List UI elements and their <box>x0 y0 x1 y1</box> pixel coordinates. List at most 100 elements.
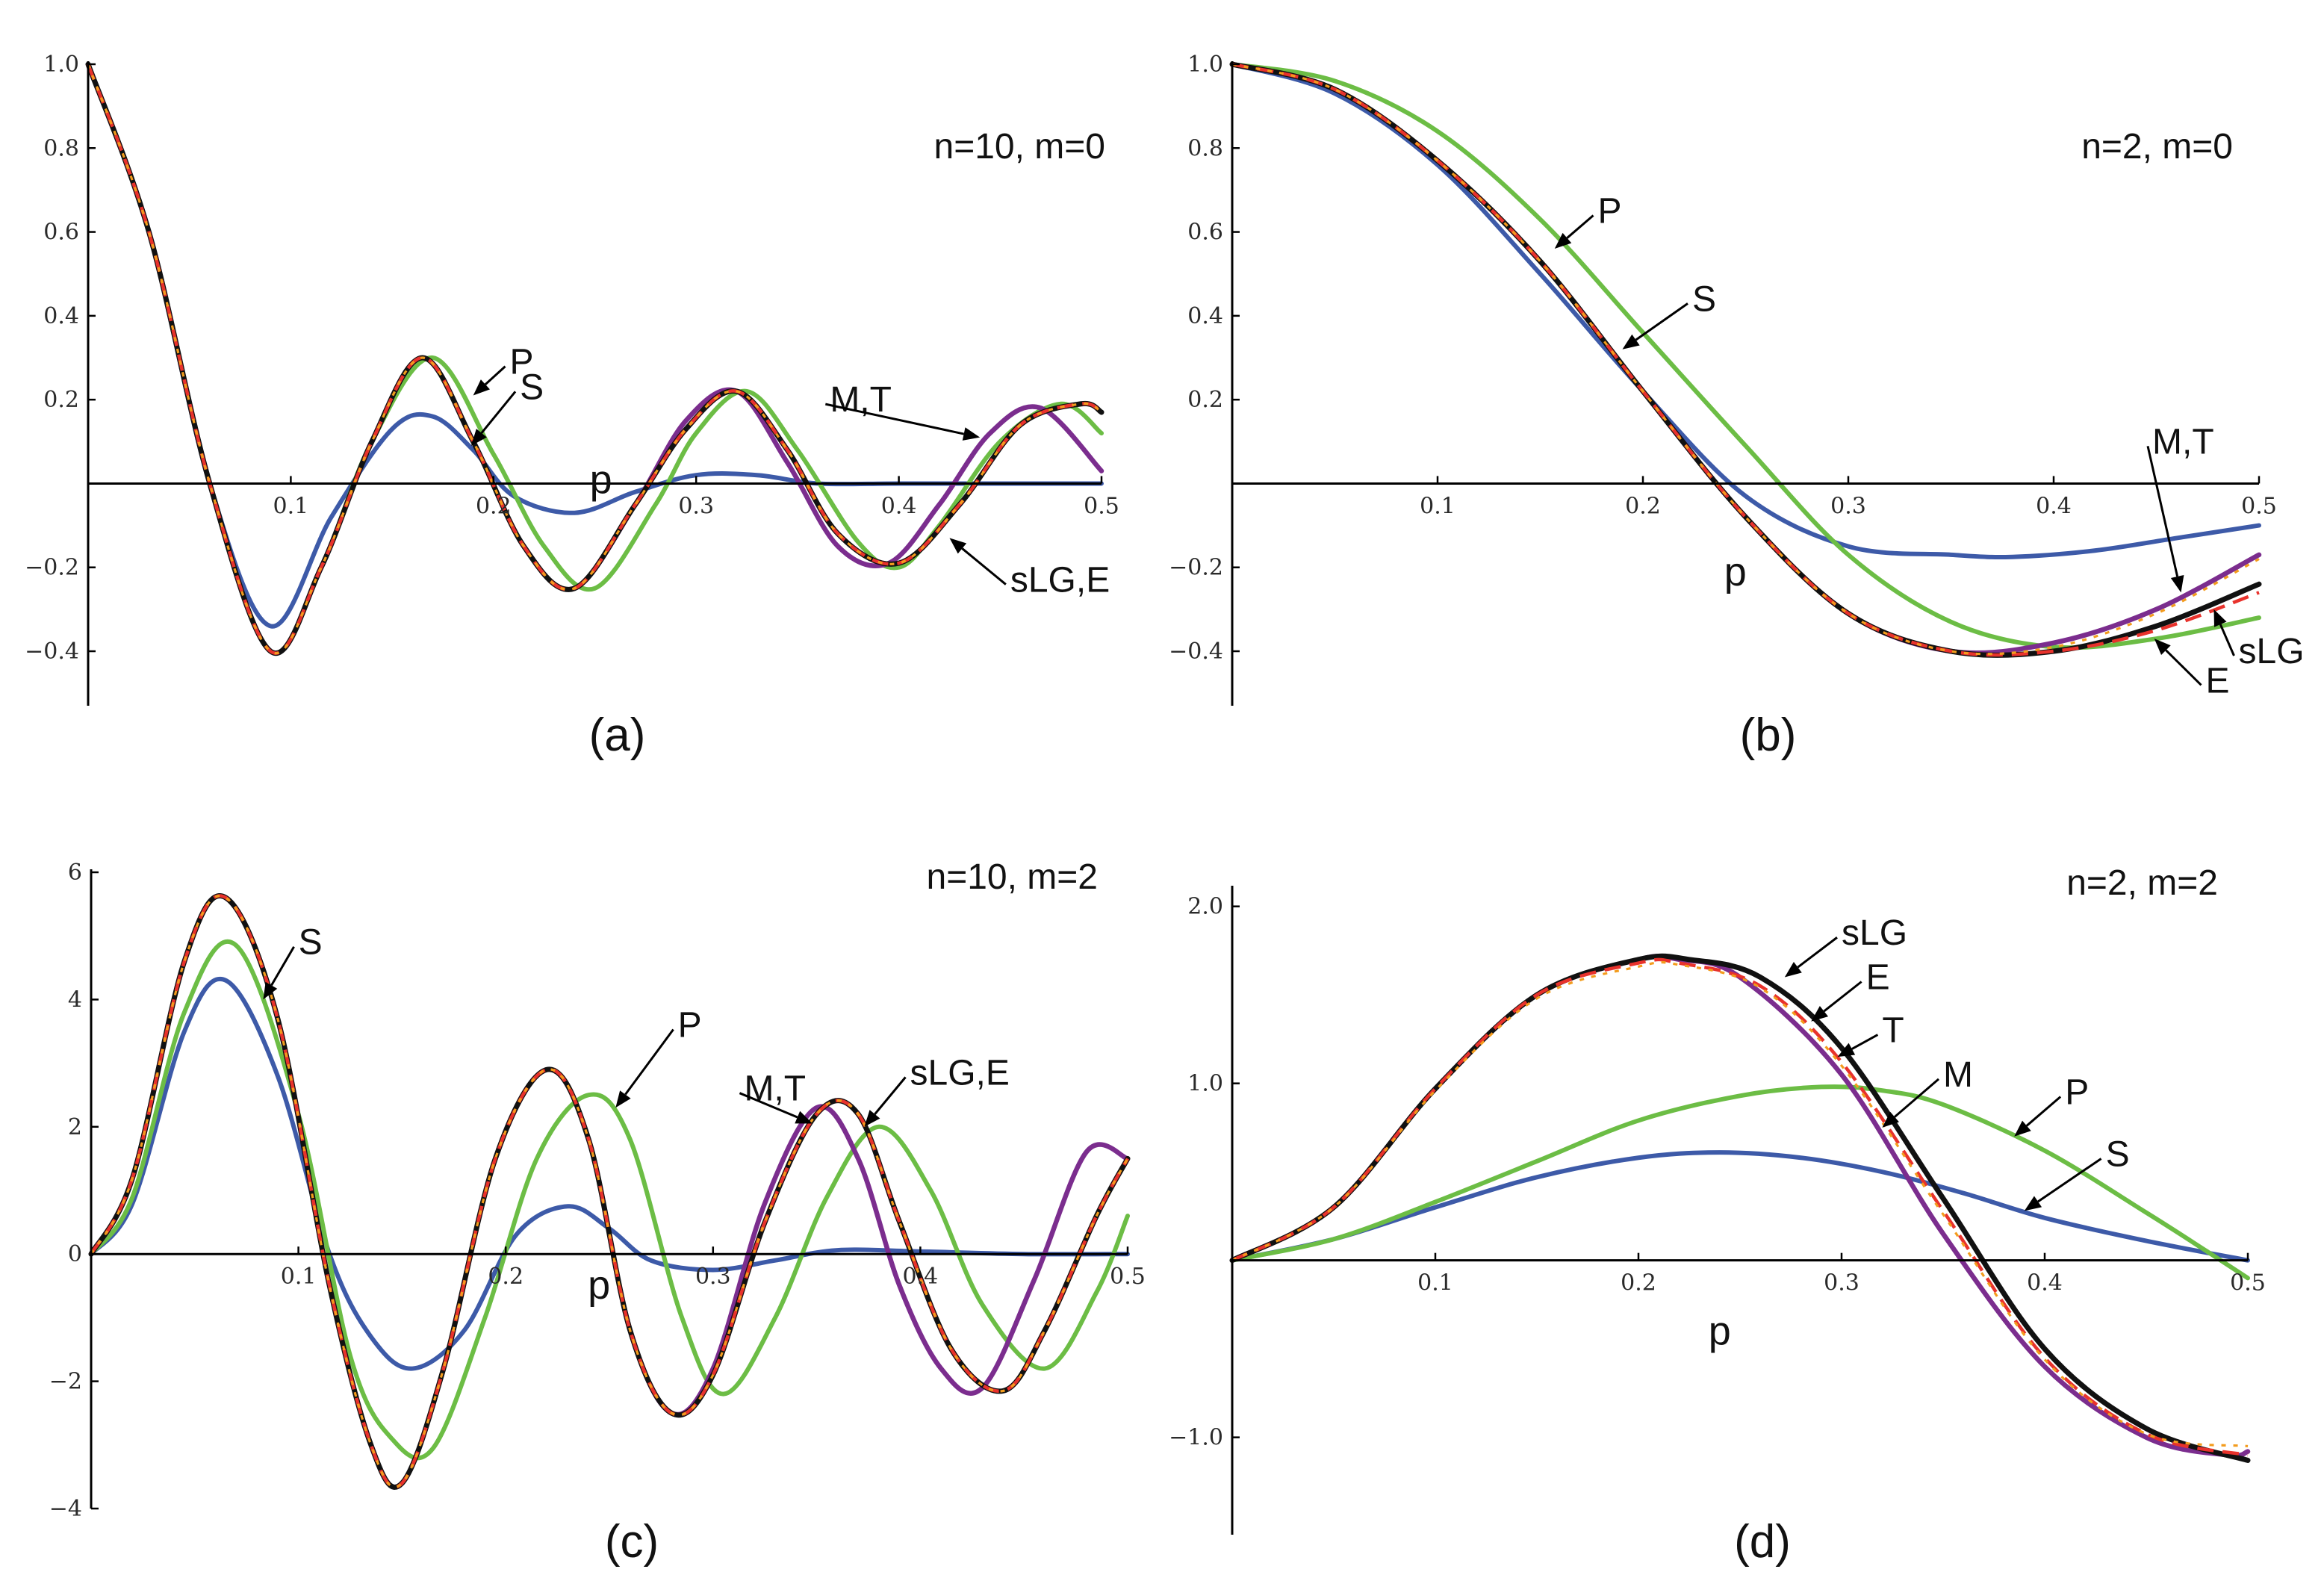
annotation-arrowhead-d <box>1784 962 1802 978</box>
annotation-arrowhead-a <box>949 538 967 554</box>
y-tick-label-d: −1.0 <box>1169 1425 1223 1451</box>
x-tick-label-a: 0.1 <box>273 493 309 519</box>
params-label-c: n=10, m=2 <box>927 857 1099 897</box>
y-tick-label-a: −0.2 <box>25 555 79 581</box>
annotation-c-S: S <box>299 923 323 963</box>
annotation-arrowhead-c <box>864 1110 880 1127</box>
annotation-arrowhead-a <box>470 429 487 446</box>
series-line-d-T <box>1231 960 2249 1448</box>
y-tick-label-c: 0 <box>68 1241 82 1267</box>
params-label-b: n=2, m=0 <box>2081 127 2233 167</box>
y-tick-label-a: 0.4 <box>43 303 79 329</box>
annotation-arrow-c <box>270 945 295 987</box>
chart-panel-d: 0.1 0.2 0.3 0.4 0.5 −1.0 1.0 2.0 p n=2, m=2 sLGETM… <box>1169 863 2266 1568</box>
series-line-d-sLG <box>1229 953 2251 1463</box>
annotation-d-T: T <box>1882 1011 1904 1051</box>
x-tick-label-a: 0.5 <box>1084 493 1119 519</box>
panel-label-d: (d) <box>1734 1516 1791 1568</box>
annotation-arrow-d <box>1823 981 1862 1013</box>
annotation-arrow-b <box>1566 214 1594 239</box>
annotation-arrowhead-d <box>1837 1043 1856 1057</box>
x-tick-label-c: 0.2 <box>488 1264 523 1290</box>
x-tick-label-d: 0.3 <box>1824 1270 1859 1296</box>
x-axis-label-b: p <box>1724 550 1747 594</box>
y-tick-label-b: 0.6 <box>1187 220 1223 246</box>
annotation-c-MT: M,T <box>744 1069 806 1109</box>
annotation-b-sLG: sLG <box>2239 632 2305 671</box>
x-tick-label-b: 0.1 <box>1420 493 1455 519</box>
annotation-b-S: S <box>1692 279 1716 319</box>
annotation-arrowhead-c <box>263 981 278 1000</box>
series-line-b-S <box>1230 62 2261 559</box>
x-tick-label-d: 0.2 <box>1621 1270 1656 1296</box>
x-tick-label-c: 0.3 <box>695 1264 731 1290</box>
y-tick-label-a: 1.0 <box>43 52 79 78</box>
annotation-a-S: S <box>520 367 544 407</box>
x-tick-label-c: 0.4 <box>903 1264 939 1290</box>
annotation-arrow-b <box>1635 302 1688 341</box>
annotation-c-P: P <box>678 1005 702 1045</box>
x-tick-label-b: 0.4 <box>2036 493 2072 519</box>
x-tick-label-b: 0.2 <box>1625 493 1661 519</box>
annotation-arrow-a <box>480 391 517 434</box>
chart-panel-c: 0.1 0.2 0.3 0.4 0.5 −4 −2 0 2 4 6 p n=10, m=2 S P M,T sL… <box>49 857 1146 1568</box>
annotation-d-E: E <box>1866 957 1890 997</box>
params-label-a: n=10, m=0 <box>934 127 1106 167</box>
series-line-d-S <box>1230 1150 2250 1263</box>
annotation-b-E: E <box>2206 661 2230 701</box>
y-tick-label-c: 2 <box>68 1114 82 1140</box>
annotation-arrow-a <box>484 365 506 385</box>
annotation-d-sLG: sLG <box>1842 913 1907 953</box>
annotation-arrow-c <box>874 1076 907 1115</box>
annotation-arrow-d <box>2025 1096 2062 1127</box>
panel-label-c: (c) <box>605 1516 659 1568</box>
series-line-d-M <box>1229 954 2251 1459</box>
annotation-a-P: P <box>510 343 534 382</box>
annotation-arrow-d <box>1894 1078 1939 1118</box>
y-tick-label-b: 0.2 <box>1187 387 1223 413</box>
x-tick-label-a: 0.4 <box>881 493 917 519</box>
x-tick-label-d: 0.1 <box>1417 1270 1453 1296</box>
y-tick-label-a: 0.8 <box>43 135 79 161</box>
annotation-arrowhead-b <box>2154 639 2171 656</box>
annotation-arrowhead-c <box>615 1090 631 1108</box>
series-line-c-sLG <box>88 893 1131 1490</box>
y-tick-label-c: −4 <box>49 1496 82 1522</box>
series-line-c-S <box>89 977 1130 1371</box>
annotation-arrowhead-b <box>2213 609 2227 627</box>
series-line-b-T <box>1231 63 2260 656</box>
annotation-arrow-d <box>1797 937 1838 969</box>
annotation-arrow-b <box>2146 445 2179 577</box>
panel-label-a: (a) <box>589 709 646 761</box>
y-tick-label-b: 1.0 <box>1187 52 1223 78</box>
annotation-arrowhead-b <box>1622 334 1640 350</box>
annotation-arrow-d <box>1851 1034 1879 1050</box>
annotation-arrowhead-d <box>1811 1006 1829 1022</box>
y-tick-label-b: −0.2 <box>1169 555 1223 581</box>
annotation-arrow-c <box>624 1028 674 1096</box>
x-tick-label-d: 0.4 <box>2027 1270 2063 1296</box>
y-tick-label-b: −0.4 <box>1169 639 1223 665</box>
x-axis-label-a: p <box>590 458 612 503</box>
annotation-d-P: P <box>2065 1073 2089 1113</box>
x-tick-label-b: 0.5 <box>2241 493 2277 519</box>
y-tick-label-b: 0.4 <box>1187 303 1223 329</box>
annotation-a-MT: M,T <box>830 380 892 420</box>
x-tick-label-d: 0.5 <box>2230 1270 2266 1296</box>
y-tick-label-d: 2.0 <box>1187 894 1223 920</box>
annotation-arrowhead-a <box>962 427 981 441</box>
annotation-arrowhead-d <box>1882 1111 1899 1128</box>
series-line-c-T <box>90 895 1129 1488</box>
y-tick-label-a: −0.4 <box>25 639 79 665</box>
annotation-arrow-b <box>2165 649 2202 686</box>
annotation-arrowhead-a <box>473 379 490 396</box>
annotation-arrowhead-d <box>2014 1120 2031 1137</box>
y-tick-label-c: 4 <box>68 987 82 1013</box>
y-tick-label-a: 0.2 <box>43 387 79 413</box>
x-tick-label-b: 0.3 <box>1830 493 1866 519</box>
annotation-d-M: M <box>1943 1055 1973 1095</box>
y-tick-label-c: 6 <box>68 860 82 886</box>
annotation-b-MT: M,T <box>2152 422 2214 462</box>
annotation-d-S: S <box>2106 1134 2130 1174</box>
